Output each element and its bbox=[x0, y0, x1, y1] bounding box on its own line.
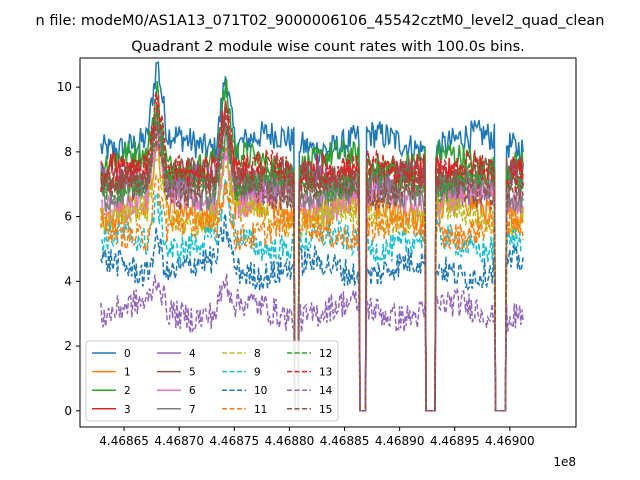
series-line-11 bbox=[100, 173, 524, 412]
legend-label-3: 3 bbox=[124, 404, 131, 416]
x-axis: 4.46865 4.46870 4.46875 4.46880 4.46885 4.468… bbox=[99, 427, 535, 448]
series-line-13 bbox=[100, 91, 524, 412]
legend-label-11: 11 bbox=[254, 404, 267, 416]
series-layer bbox=[100, 60, 524, 412]
x-tick-label: 4.46885 bbox=[320, 434, 370, 448]
x-offset-label: 1e8 bbox=[553, 455, 576, 469]
series-line-0 bbox=[100, 60, 524, 412]
x-tick-label: 4.46900 bbox=[485, 434, 535, 448]
legend-label-12: 12 bbox=[319, 348, 332, 360]
series-line-14 bbox=[100, 273, 524, 412]
legend-label-7: 7 bbox=[189, 404, 196, 416]
legend-label-1: 1 bbox=[124, 367, 131, 379]
y-tick-label: 8 bbox=[64, 145, 72, 159]
figure-suptitle: n file: modeM0/AS1A13_071T02_9000006106_… bbox=[36, 13, 605, 29]
legend-label-15: 15 bbox=[319, 404, 332, 416]
legend-box bbox=[85, 340, 339, 422]
y-tick-label: 4 bbox=[64, 274, 72, 288]
legend-label-4: 4 bbox=[189, 348, 196, 360]
legend-label-10: 10 bbox=[254, 385, 267, 397]
x-tick-label: 4.46865 bbox=[99, 434, 149, 448]
y-tick-label: 0 bbox=[64, 404, 72, 418]
legend-label-2: 2 bbox=[124, 385, 131, 397]
x-tick-label: 4.46875 bbox=[209, 434, 259, 448]
legend-label-6: 6 bbox=[189, 385, 196, 397]
series-line-7 bbox=[100, 120, 524, 412]
legend-label-14: 14 bbox=[319, 385, 333, 397]
y-tick-label: 2 bbox=[64, 339, 72, 353]
x-tick-label: 4.46890 bbox=[375, 434, 425, 448]
x-tick-label: 4.46895 bbox=[430, 434, 480, 448]
x-tick-label: 4.46880 bbox=[265, 434, 315, 448]
chart-title: Quadrant 2 module wise count rates with … bbox=[131, 39, 525, 55]
y-tick-label: 6 bbox=[64, 210, 72, 224]
legend-label-5: 5 bbox=[189, 367, 196, 379]
series-line-10 bbox=[100, 213, 524, 412]
y-tick-label: 10 bbox=[57, 80, 72, 94]
legend-label-9: 9 bbox=[254, 367, 261, 379]
y-axis: 0 2 4 6 8 10 bbox=[57, 80, 80, 418]
legend-label-8: 8 bbox=[254, 348, 261, 360]
x-tick-label: 4.46870 bbox=[154, 434, 204, 448]
legend-label-13: 13 bbox=[319, 367, 332, 379]
series-line-15 bbox=[100, 103, 524, 412]
plot-frame bbox=[79, 57, 577, 428]
legend-label-0: 0 bbox=[124, 348, 131, 360]
